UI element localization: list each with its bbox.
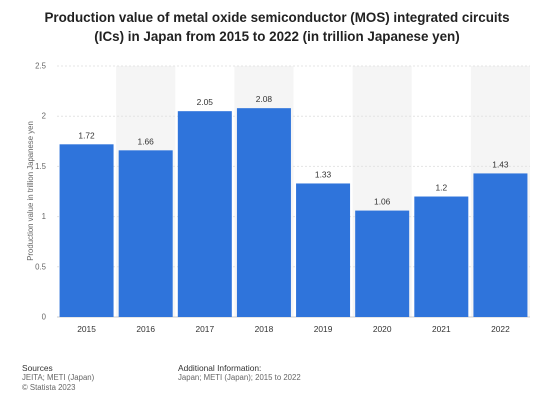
additional-info-heading: Additional Information: (178, 363, 262, 373)
x-tick-label: 2016 (136, 324, 155, 334)
x-tick-label: 2020 (373, 324, 392, 334)
copyright-line: © Statista 2023 (22, 383, 76, 392)
x-tick-labels: 2015 2016 2017 2018 2019 2020 2021 2022 (77, 324, 510, 334)
data-label: 2.05 (197, 97, 214, 107)
bar-2022 (473, 173, 528, 317)
chart-title: Production value of metal oxide semicond… (44, 10, 510, 44)
x-tick-label: 2019 (314, 324, 333, 334)
sources-heading: Sources (22, 363, 53, 373)
bar-2015 (59, 144, 114, 317)
data-label: 1.43 (492, 159, 509, 169)
y-tick-label: 0 (42, 313, 47, 322)
bar-2021 (414, 196, 469, 317)
y-tick-label: 2.5 (35, 62, 47, 71)
sources-line: JEITA; METI (Japan) (22, 373, 95, 382)
bars (59, 108, 528, 318)
x-tick-label: 2022 (491, 324, 510, 334)
bar-2019 (296, 183, 351, 317)
bar-chart: 0 0.5 1 1.5 2 2.5 Production value in trillio… (26, 62, 530, 334)
y-tick-label: 1 (42, 212, 46, 221)
x-tick-label: 2015 (77, 324, 96, 334)
y-tick-label: 1.5 (35, 162, 47, 171)
data-label: 1.33 (315, 169, 332, 179)
sources-block: Sources JEITA; METI (Japan) © Statista 2… (22, 363, 94, 393)
bar-2017 (177, 111, 232, 318)
bar-2016 (118, 150, 173, 317)
y-axis-label: Production value in trillion Japanese ye… (26, 121, 35, 261)
data-labels: 1.72 1.66 2.05 2.08 1.33 1.06 1.2 1.43 (78, 94, 509, 206)
data-label: 1.72 (78, 130, 95, 140)
y-tick-label: 2 (42, 112, 46, 121)
additional-info-line: Japan; METI (Japan); 2015 to 2022 (178, 373, 301, 382)
x-tick-label: 2018 (255, 324, 274, 334)
additional-info-block: Additional Information: Japan; METI (Jap… (178, 363, 301, 383)
data-label: 2.08 (256, 94, 273, 104)
bar-2018 (236, 108, 291, 317)
x-tick-label: 2017 (195, 324, 214, 334)
data-label: 1.66 (138, 136, 155, 146)
data-label: 1.06 (374, 197, 391, 207)
y-tick-labels: 0 0.5 1 1.5 2 2.5 (35, 62, 47, 322)
y-tick-label: 0.5 (35, 262, 47, 271)
data-label: 1.2 (435, 183, 447, 193)
x-tick-label: 2021 (432, 324, 451, 334)
bar-2020 (355, 210, 410, 317)
